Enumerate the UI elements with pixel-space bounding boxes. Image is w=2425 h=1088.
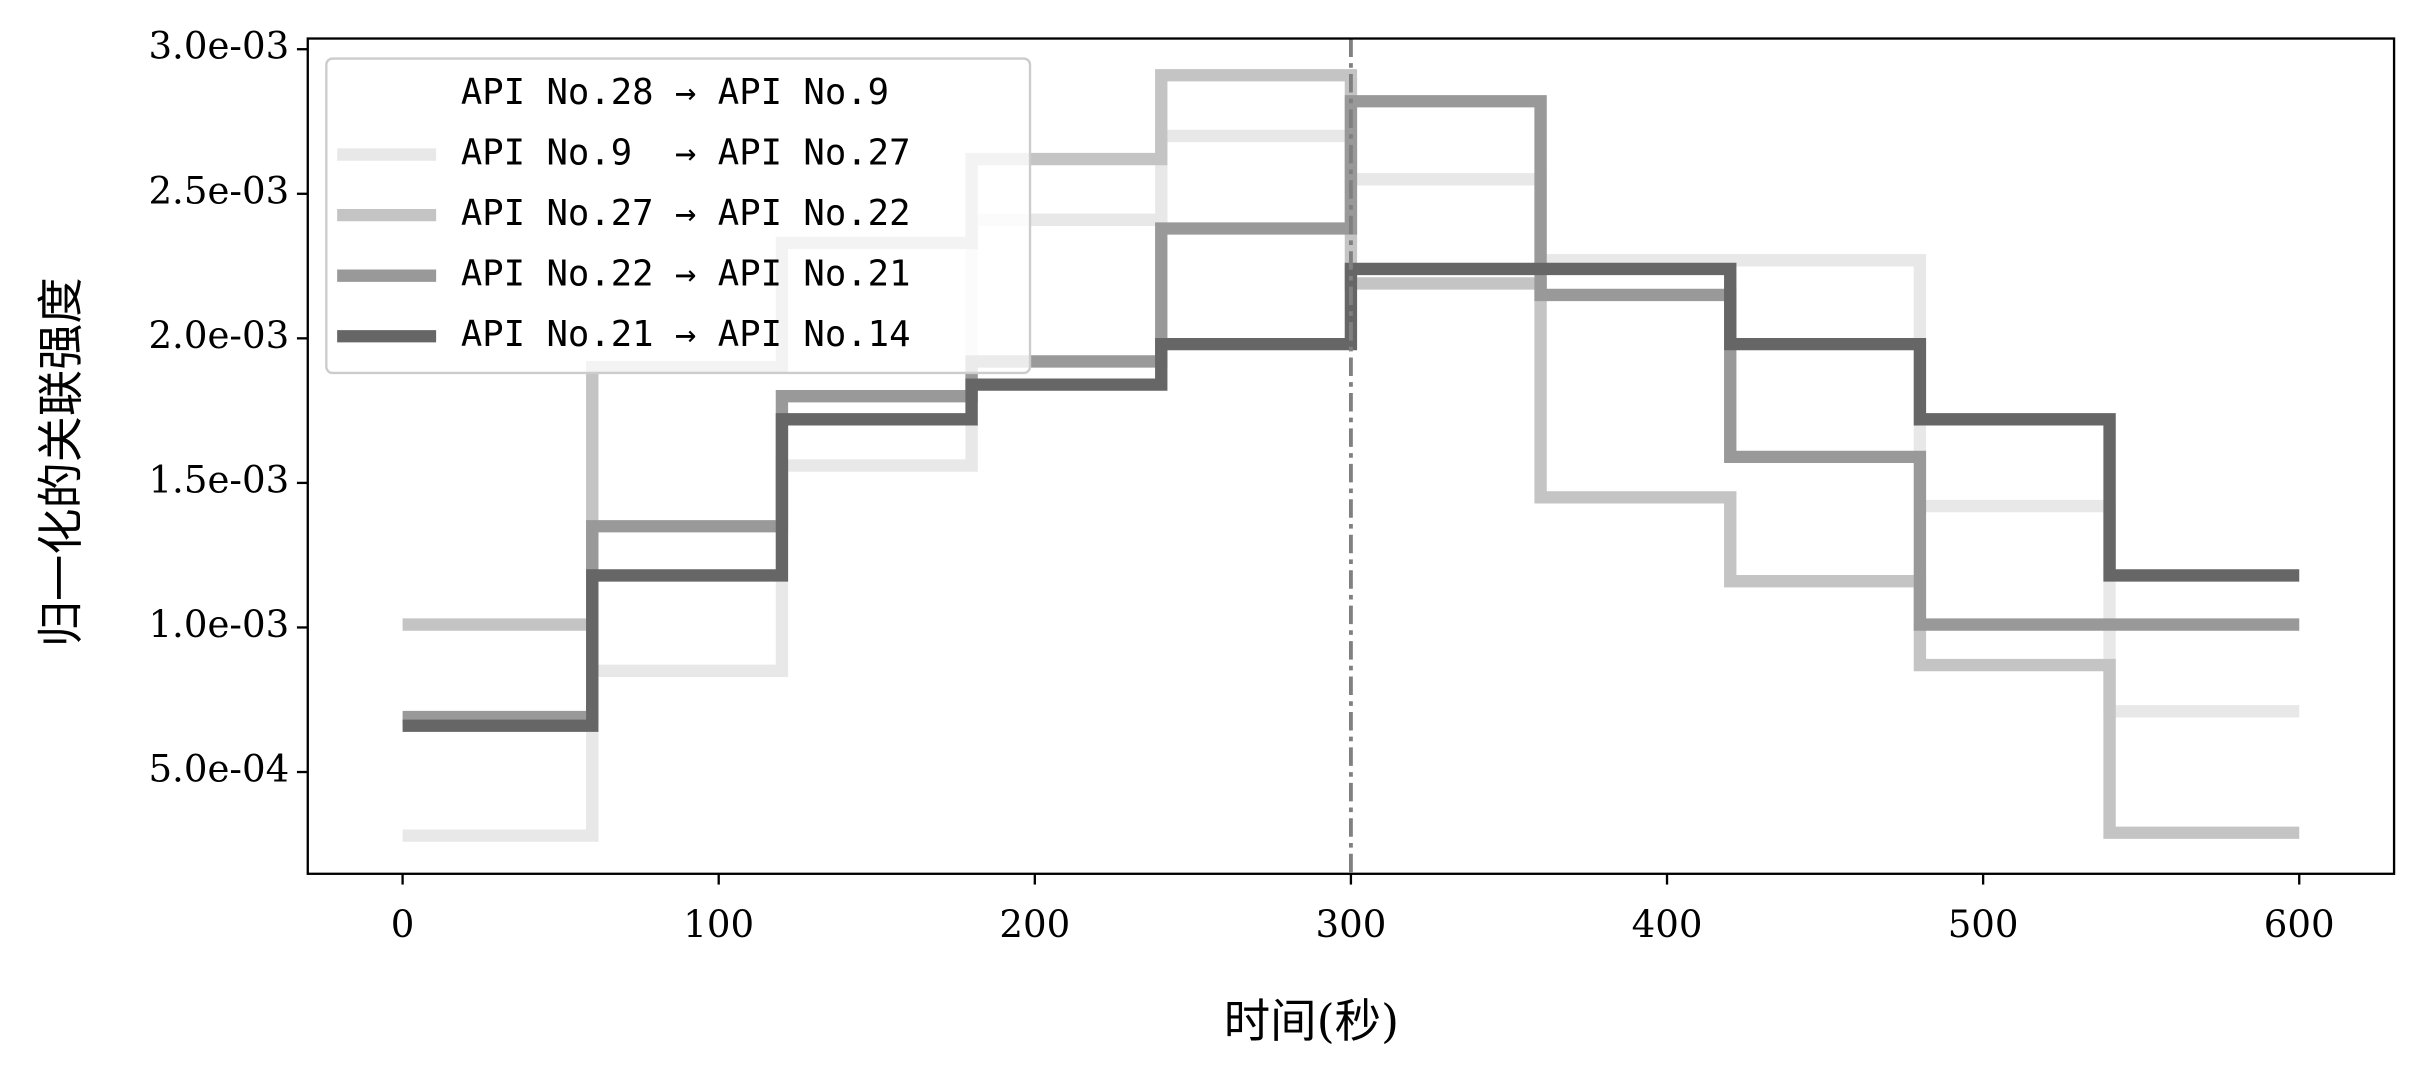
y-axis-label: 归一化的关联强度 xyxy=(34,277,88,647)
legend-box xyxy=(325,57,1032,375)
y-tick-label: 3.0e-03 xyxy=(148,25,289,68)
x-tick-label: 500 xyxy=(1948,903,2019,946)
plot-frame xyxy=(306,37,2396,875)
series-line xyxy=(402,262,2300,732)
legend-label: API No.22 → API No.21 xyxy=(461,254,911,295)
x-tick-label: 100 xyxy=(683,903,754,946)
y-tick-label: 2.0e-03 xyxy=(148,314,289,357)
x-tick-label: 200 xyxy=(999,903,1070,946)
y-tick-label: 5.0e-04 xyxy=(148,748,289,791)
y-tick-label: 1.5e-03 xyxy=(148,458,289,501)
legend-label: API No.28 → API No.9 xyxy=(461,72,889,113)
legend-label: API No.9 → API No.27 xyxy=(461,133,911,174)
x-tick-label: 400 xyxy=(1632,903,1703,946)
y-tick-label: 1.0e-03 xyxy=(148,603,289,646)
x-tick-label: 0 xyxy=(391,903,415,946)
x-axis-label: 时间(秒) xyxy=(1224,994,1399,1048)
x-tick-label: 300 xyxy=(1315,903,1386,946)
y-tick-label: 2.5e-03 xyxy=(148,169,289,212)
x-tick-label: 600 xyxy=(2264,903,2335,946)
legend: API No.28 → API No.9 API No.9 → API No.27… xyxy=(325,57,1032,375)
legend-label: API No.27 → API No.22 xyxy=(461,193,911,234)
legend-label: API No.21 → API No.14 xyxy=(461,314,911,355)
